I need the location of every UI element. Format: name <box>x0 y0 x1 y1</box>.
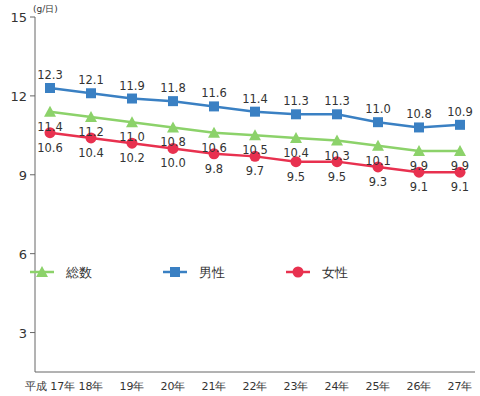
data-point <box>44 106 56 117</box>
x-tick-label: 24年 <box>325 380 350 393</box>
data-label: 10.6 <box>201 141 227 155</box>
y-tick <box>30 174 35 175</box>
x-tick-label: 20年 <box>161 380 186 393</box>
data-point <box>290 132 302 143</box>
x-axis <box>35 372 475 373</box>
data-label: 10.5 <box>242 143 268 157</box>
data-point <box>331 135 343 146</box>
data-point <box>455 120 465 130</box>
y-tick <box>30 253 35 254</box>
data-point <box>372 140 384 151</box>
data-label: 9.3 <box>369 175 387 189</box>
data-label: 10.4 <box>283 146 309 160</box>
data-point <box>127 94 137 104</box>
data-label: 10.9 <box>447 105 473 119</box>
data-point <box>413 145 425 156</box>
data-label: 10.0 <box>160 156 186 170</box>
legend-marker <box>170 267 180 277</box>
x-tick-label: 18年 <box>79 380 104 393</box>
x-tick-label: 22年 <box>243 380 268 393</box>
data-label: 12.1 <box>78 73 104 87</box>
x-tick-label: 27年 <box>448 380 473 393</box>
y-tick <box>30 332 35 333</box>
data-label: 9.9 <box>451 159 469 173</box>
x-tick-label: 平成 17年 <box>25 380 76 393</box>
data-label: 11.3 <box>324 94 350 108</box>
data-label: 11.8 <box>160 81 186 95</box>
y-tick-label: 6 <box>19 247 27 262</box>
data-label: 10.6 <box>37 141 63 155</box>
data-label: 9.1 <box>410 180 428 194</box>
data-label: 9.9 <box>410 159 428 173</box>
legend-label: 総数 <box>65 265 92 280</box>
legend-marker <box>293 267 304 278</box>
data-point <box>414 122 424 132</box>
data-point <box>250 107 260 117</box>
data-point <box>208 127 220 138</box>
data-point <box>454 145 466 156</box>
data-label: 10.1 <box>365 154 391 168</box>
data-point <box>373 117 383 127</box>
data-label: 12.3 <box>37 68 63 82</box>
data-label: 11.0 <box>365 102 391 116</box>
y-axis <box>35 17 36 372</box>
data-point <box>167 121 179 132</box>
data-label: 9.1 <box>451 180 469 194</box>
data-label: 9.5 <box>287 170 305 184</box>
data-point <box>291 109 301 119</box>
data-point <box>209 101 219 111</box>
y-tick <box>30 95 35 96</box>
data-point <box>86 88 96 98</box>
legend: 総数 男性 女性 <box>30 265 348 280</box>
y-tick <box>30 17 35 18</box>
plot-area <box>44 83 466 178</box>
y-tick-label: 9 <box>19 168 27 183</box>
x-tick-label: 21年 <box>202 380 227 393</box>
data-label: 11.4 <box>242 92 268 106</box>
data-point <box>126 116 138 127</box>
data-label: 9.7 <box>246 164 264 178</box>
x-tick-label: 23年 <box>284 380 309 393</box>
x-tick-label: 25年 <box>366 380 391 393</box>
data-point <box>332 109 342 119</box>
data-point <box>85 111 97 122</box>
data-label: 11.3 <box>283 94 309 108</box>
y-tick-label: 15 <box>10 10 27 25</box>
data-point <box>168 96 178 106</box>
y-tick-label: 12 <box>10 89 27 104</box>
data-label: 11.9 <box>119 79 145 93</box>
data-label: 9.8 <box>205 162 223 176</box>
legend-marker <box>36 266 48 277</box>
chart: (g/日) 3 6 9 12 15 平成 17年18年 19年 20年 21年 22年 23年 24年 2… <box>0 0 480 396</box>
data-point <box>249 129 261 140</box>
x-tick-label: 26年 <box>407 380 432 393</box>
y-tick-label: 3 <box>19 326 27 341</box>
data-label: 11.0 <box>119 130 145 144</box>
legend-label: 女性 <box>322 265 348 280</box>
data-label: 10.3 <box>324 149 350 163</box>
data-label: 11.2 <box>78 125 104 139</box>
data-label: 11.6 <box>201 86 227 100</box>
data-label: 9.5 <box>328 170 346 184</box>
x-tick-label: 19年 <box>120 380 145 393</box>
legend-label: 男性 <box>199 265 225 280</box>
data-point <box>45 83 55 93</box>
data-label: 10.8 <box>160 135 186 149</box>
data-label: 10.8 <box>406 107 432 121</box>
data-label: 11.4 <box>37 120 63 134</box>
data-labels: 11.4 11.2 11.0 10.8 10.6 10.5 10.4 10.3 10.1 9.9 9… <box>37 68 473 194</box>
data-label: 10.4 <box>78 146 104 160</box>
series-line <box>50 88 460 127</box>
data-label: 10.2 <box>119 151 145 165</box>
y-axis-label: (g/日) <box>33 4 58 14</box>
